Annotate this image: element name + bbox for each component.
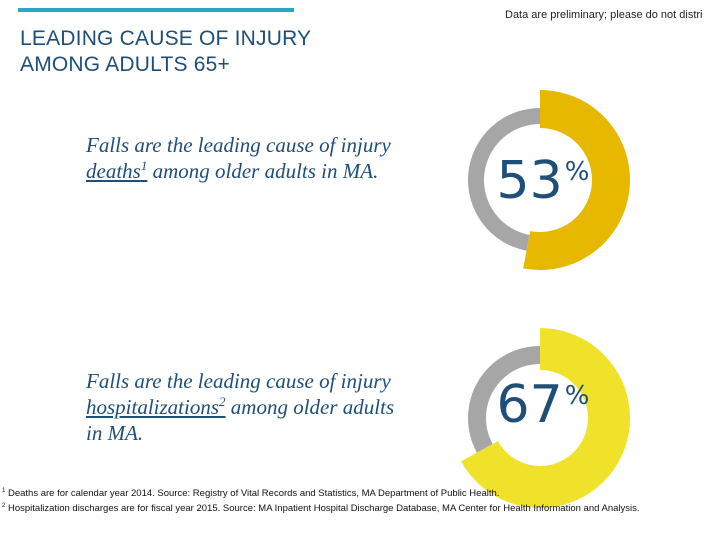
donut-percent-value: 67 (497, 375, 563, 435)
stat-text-post: among older adults in MA. (86, 395, 395, 445)
donut-percent-label: 67% (497, 375, 590, 435)
donut-chart-hospitalizations: 67% (461, 328, 630, 508)
footnote-mark: 2 (2, 503, 6, 510)
footnote-2: 2 Hospitalization discharges are for fis… (2, 500, 640, 515)
stat-term-hospitalizations: hospitalizations2 (86, 395, 226, 419)
title-accent-bar (18, 8, 294, 12)
footnote-mark: 1 (2, 488, 6, 494)
footnote-ref-1: 1 (140, 158, 148, 173)
donut-percent-unit: % (565, 157, 590, 187)
page-title: LEADING CAUSE OF INJURY AMONG ADULTS 65+ (20, 26, 311, 78)
stat-text-deaths: Falls are the leading cause of injury de… (86, 132, 396, 184)
stat-text-hospitalizations: Falls are the leading cause of injury ho… (86, 368, 406, 446)
donut-highlight-arc (523, 90, 631, 270)
stat-text-pre: Falls are the leading cause of injury (86, 369, 391, 393)
footnote-1: 1 Deaths are for calendar year 2014. Sou… (2, 485, 640, 500)
stat-text-post: among older adults in MA. (147, 159, 379, 183)
footnote-text: Hospitalization discharges are for fisca… (7, 503, 640, 515)
stat-term-label: deaths (86, 159, 141, 183)
donut-percent-value: 53 (497, 151, 563, 211)
footnote-text: Deaths are for calendar year 2014. Sourc… (7, 488, 500, 500)
stat-term-deaths: deaths1 (86, 159, 147, 183)
stat-text-pre: Falls are the leading cause of injury (86, 133, 391, 157)
disclaimer-note: Data are preliminary; please do not dist… (505, 9, 703, 21)
title-line-1: LEADING CAUSE OF INJURY (20, 27, 312, 50)
footnote-ref-2: 2 (219, 394, 226, 409)
donut-remainder-arc (468, 346, 540, 453)
donut-highlight-arc (461, 328, 630, 508)
donut-percent-label: 53% (497, 151, 590, 211)
title-line-2: AMONG ADULTS 65+ (20, 53, 230, 76)
donut-chart-deaths: 53% (467, 90, 631, 270)
stat-term-label: hospitalizations (86, 395, 220, 419)
donut-percent-unit: % (565, 381, 590, 411)
donut-remainder-arc (467, 108, 540, 251)
footnotes: 1 Deaths are for calendar year 2014. Sou… (2, 485, 640, 515)
